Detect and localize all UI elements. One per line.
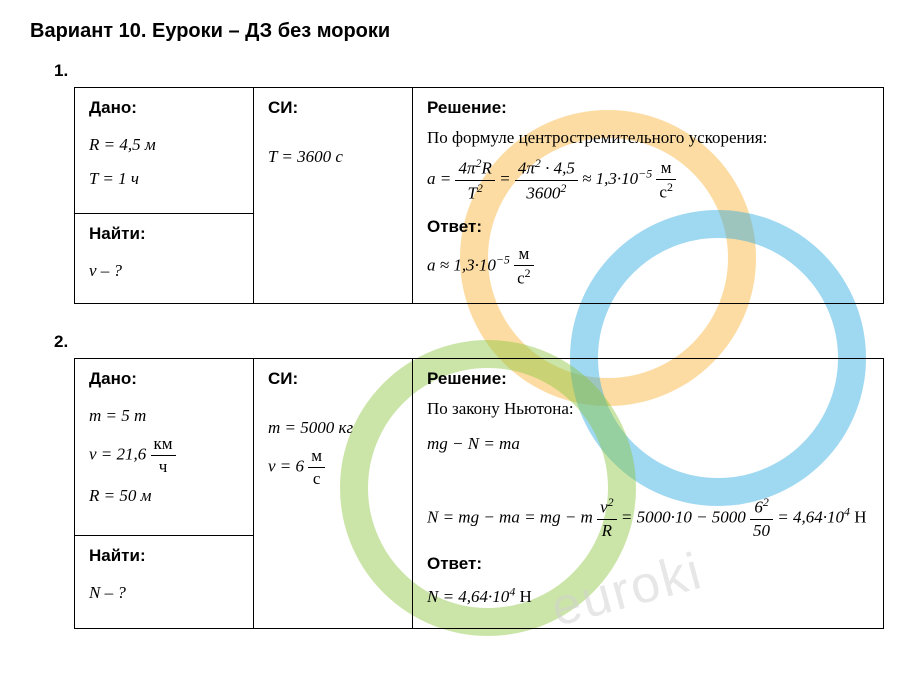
si-values: m = 5000 кгv = 6 мс (268, 411, 398, 490)
cell-solution: Решение: По формуле центростремительного… (413, 88, 884, 304)
find-label: Найти: (89, 546, 239, 566)
page-title: Вариант 10. Еуроки – ДЗ без мороки (30, 20, 877, 43)
answer-value: N = 4,64·104 Н (427, 580, 869, 614)
problem-table: Дано: R = 4,5 мT = 1 ч СИ: T = 3600 с Ре… (74, 87, 884, 304)
answer-label: Ответ: (427, 554, 869, 574)
problem-number: 1. (54, 61, 877, 81)
answer-value: a ≈ 1,3·10−5 мс2 (427, 243, 869, 290)
cell-si: СИ: T = 3600 с (254, 88, 413, 304)
cell-given: Дано: R = 4,5 мT = 1 ч (75, 88, 254, 214)
given-values: R = 4,5 мT = 1 ч (89, 128, 239, 196)
cell-find: Найти: v – ? (75, 213, 254, 304)
cell-si: СИ: m = 5000 кгv = 6 мс (254, 359, 413, 629)
find-value: v – ? (89, 254, 239, 288)
given-values: m = 5 тv = 21,6 кмчR = 50 м (89, 399, 239, 512)
find-value: N – ? (89, 576, 239, 610)
cell-given: Дано: m = 5 тv = 21,6 кмчR = 50 м (75, 359, 254, 535)
solution-text: По формуле центростремительного ускорени… (427, 128, 869, 148)
problem: 1. Дано: R = 4,5 мT = 1 ч СИ: T = 3600 с… (30, 61, 877, 304)
find-label: Найти: (89, 224, 239, 244)
problem-table: Дано: m = 5 тv = 21,6 кмчR = 50 м СИ: m … (74, 358, 884, 629)
cell-find: Найти: N – ? (75, 535, 254, 628)
given-label: Дано: (89, 98, 239, 118)
solution-label: Решение: (427, 98, 869, 118)
given-label: Дано: (89, 369, 239, 389)
cell-solution: Решение: По закону Ньютона: mg − N = maN… (413, 359, 884, 629)
solution-text: По закону Ньютона: (427, 399, 869, 419)
si-label: СИ: (268, 98, 398, 118)
si-values: T = 3600 с (268, 140, 398, 174)
problem-number: 2. (54, 332, 877, 352)
solution-formula: mg − N = maN = mg − ma = mg − m v2R = 50… (427, 427, 869, 542)
solution-formula: a = 4π2RT2 = 4π2 · 4,536002 ≈ 1,3·10−5 м… (427, 156, 869, 205)
si-label: СИ: (268, 369, 398, 389)
problem: 2. Дано: m = 5 тv = 21,6 кмчR = 50 м СИ:… (30, 332, 877, 629)
answer-label: Ответ: (427, 217, 869, 237)
solution-label: Решение: (427, 369, 869, 389)
